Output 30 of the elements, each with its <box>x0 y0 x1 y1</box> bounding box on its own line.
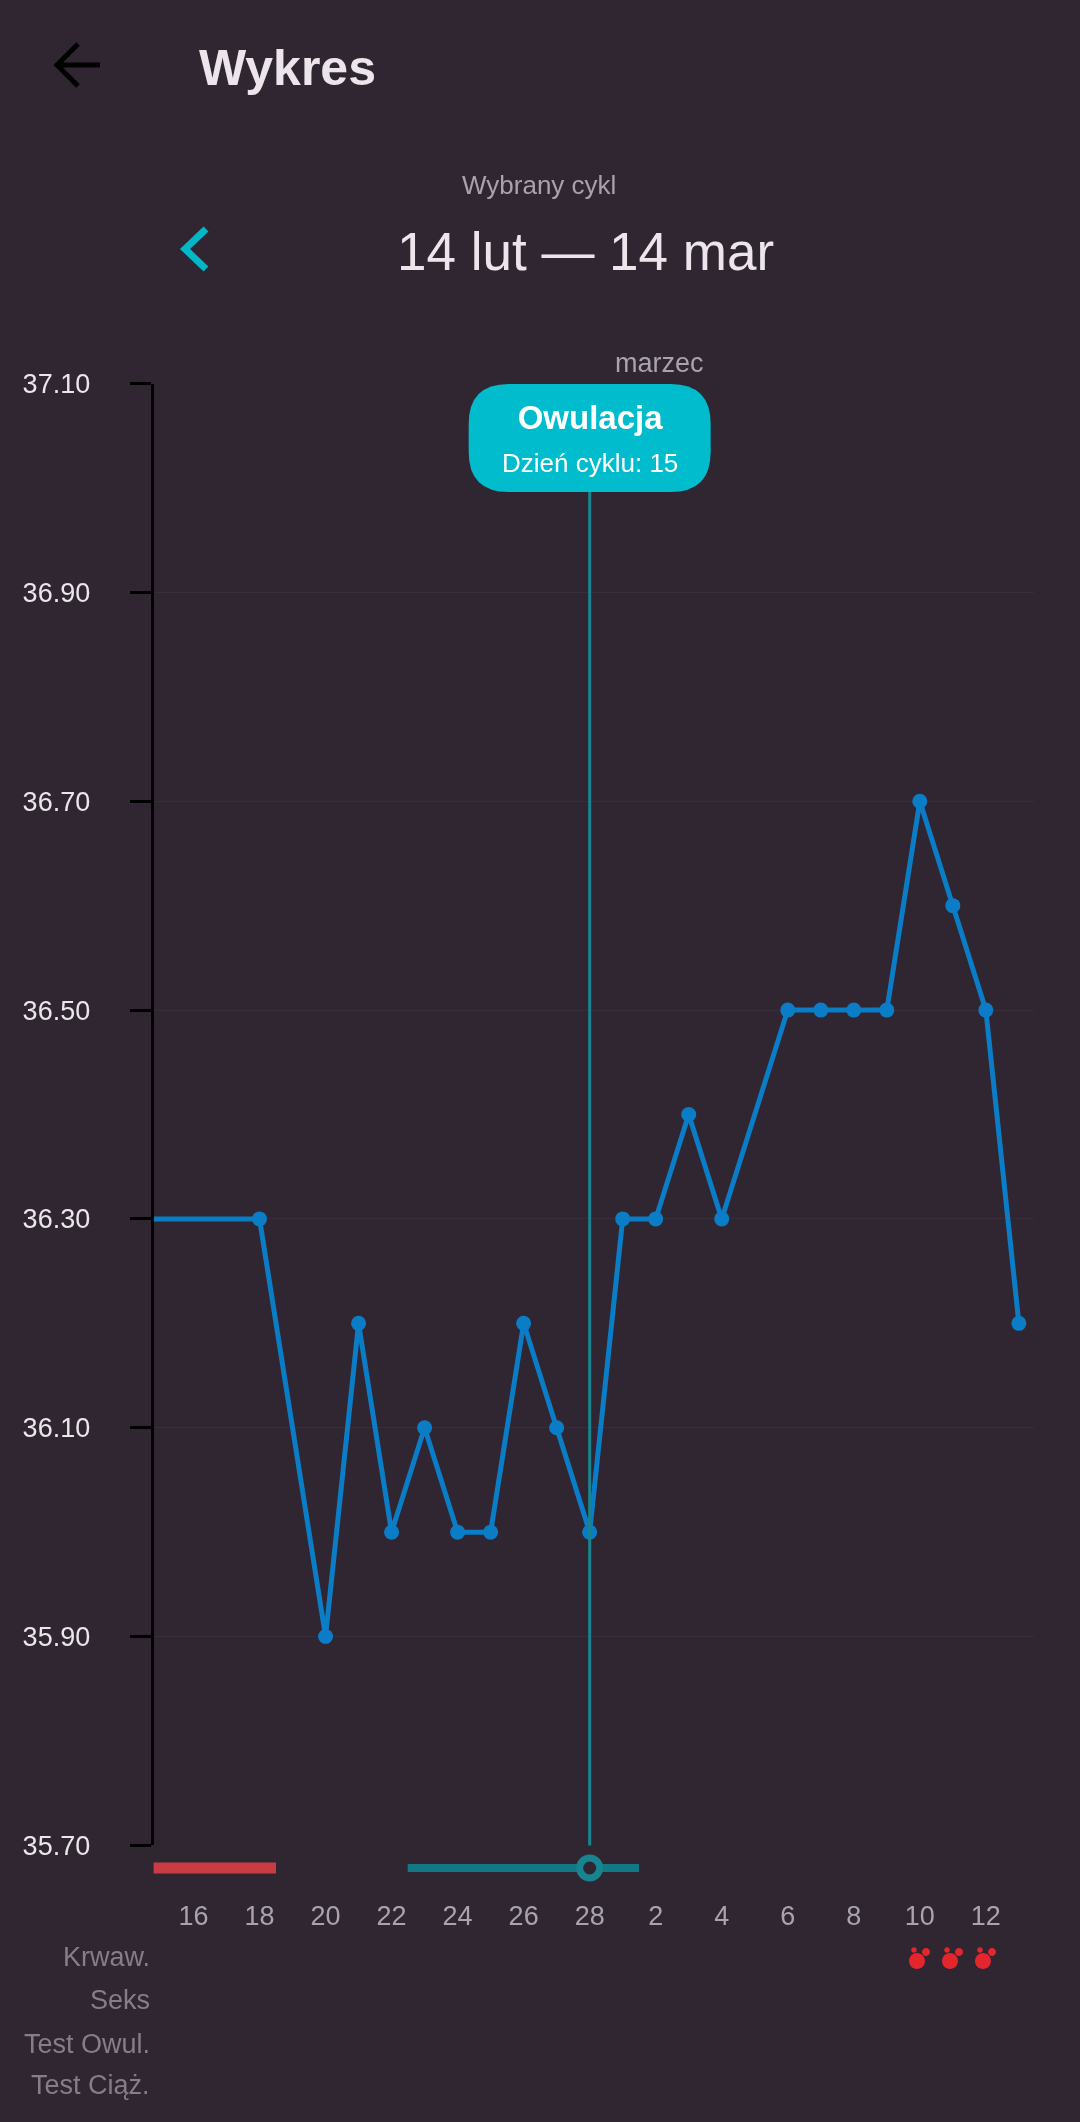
text: Test Ciąż. <box>31 2070 150 2100</box>
x-tick-label: 18 <box>244 1901 275 1932</box>
x-tick-label: 20 <box>310 1901 341 1932</box>
x-tick-label: 8 <box>846 1901 862 1932</box>
x-tick-label: 22 <box>376 1901 407 1932</box>
x-tick-label: 10 <box>904 1901 935 1932</box>
y-tick-label: 36.70 <box>22 786 91 817</box>
text: Test Owul. <box>24 2029 151 2059</box>
ref-line-label: Owulacja Dzień cyklu: 15 <box>502 399 679 478</box>
y-tick-label: 36.90 <box>22 577 91 608</box>
text: Seks <box>90 1985 151 2015</box>
x-tick-label: 2 <box>648 1901 664 1932</box>
y-tick-label: 35.90 <box>22 1622 91 1653</box>
y-tick-label: 37.10 <box>22 369 91 400</box>
x-tick-label: 28 <box>574 1901 605 1932</box>
y-tick-label: 35.70 <box>22 1830 91 1861</box>
x-tick-label: 16 <box>178 1901 209 1932</box>
chart-title: Wykres <box>199 39 376 96</box>
x-tick-label: 12 <box>970 1901 1001 1932</box>
y-tick-label: 36.50 <box>22 995 91 1026</box>
x-tick-label: 6 <box>780 1901 796 1932</box>
x-tick-label: 26 <box>508 1901 539 1932</box>
text: Krwaw. <box>63 1942 151 1972</box>
x-tick-label: 24 <box>442 1901 473 1932</box>
text: Wybrany cykl <box>462 170 617 200</box>
x-tick-label: 4 <box>714 1901 730 1932</box>
chart-subtitle: 14 lut — 14 mar <box>397 222 775 281</box>
y-tick-label: 36.10 <box>22 1413 91 1444</box>
y-tick-label: 36.30 <box>22 1204 91 1235</box>
text: marzec <box>615 348 704 378</box>
